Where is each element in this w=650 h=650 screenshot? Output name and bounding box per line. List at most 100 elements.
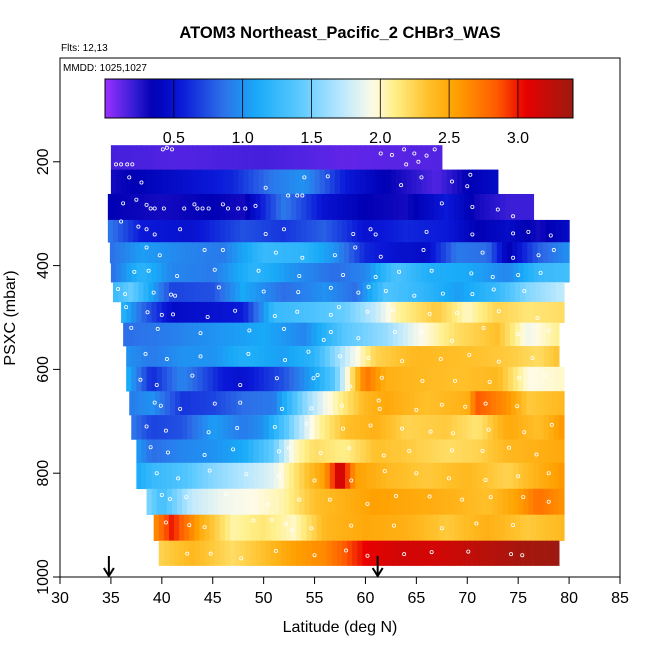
heatmap-cell (209, 219, 216, 243)
sample-point (451, 431, 456, 436)
heatmap-cell (116, 169, 122, 195)
x-tick-label: 55 (306, 590, 324, 607)
heatmap-cell (377, 219, 384, 243)
heatmap-cell (168, 193, 175, 221)
colorbar-tick-label: 2.0 (369, 130, 391, 147)
heatmap-cell (296, 219, 302, 243)
heatmap-cell (434, 391, 441, 416)
chart-title: ATOM3 Northeast_Pacific_2 CHBr3_WAS (179, 24, 500, 42)
heatmap-cell (243, 415, 249, 440)
heatmap-cell (452, 301, 458, 323)
heatmap-cell (525, 193, 531, 221)
sample-point (402, 147, 407, 152)
heatmap-cell (151, 488, 158, 516)
heatmap-cell (151, 415, 158, 440)
heatmap-cell (304, 169, 311, 195)
heatmap-cell (156, 145, 163, 170)
heatmap-cell (329, 366, 336, 392)
heatmap-cell (413, 193, 419, 221)
heatmap-cell (136, 346, 143, 368)
heatmap-cell (345, 301, 351, 323)
heatmap-cell (294, 346, 300, 368)
heatmap-cell (477, 263, 484, 283)
heatmap-cell (324, 439, 331, 464)
heatmap-cell (526, 391, 533, 416)
heatmap-cell (131, 145, 137, 170)
sample-point (154, 471, 159, 476)
heatmap-cell (384, 242, 391, 264)
heatmap-cell (421, 263, 428, 283)
heatmap-cell (265, 322, 272, 347)
heatmap-cell (469, 514, 475, 541)
heatmap-cell (156, 263, 163, 283)
heatmap-cell (416, 439, 423, 464)
heatmap-cell (446, 462, 453, 490)
heatmap-cell (535, 540, 542, 566)
heatmap-cell (219, 219, 226, 243)
heatmap-cell (520, 540, 526, 566)
heatmap-cell (406, 488, 412, 516)
heatmap-cell (403, 540, 409, 566)
heatmap-cell (270, 282, 277, 303)
heatmap-cell (487, 439, 494, 464)
sample-point (152, 400, 157, 405)
heatmap-cell (149, 391, 156, 416)
heatmap-cell (512, 242, 518, 264)
heatmap-cell (504, 322, 511, 347)
heatmap-cell (520, 219, 526, 243)
heatmap-cell (406, 439, 412, 464)
heatmap-cell (126, 263, 132, 283)
heatmap-cell (413, 322, 419, 347)
sample-point (496, 359, 501, 364)
heatmap-cell (161, 366, 168, 392)
heatmap-cell (230, 193, 236, 221)
sample-point (392, 330, 397, 335)
heatmap-cell (153, 322, 160, 347)
heatmap-cell (426, 415, 433, 440)
sample-point (520, 553, 525, 558)
sample-point (225, 206, 230, 211)
heatmap-cell (414, 391, 421, 416)
heatmap-cell (209, 282, 216, 303)
heatmap-cell (385, 263, 392, 283)
heatmap-cell (334, 263, 341, 283)
heatmap-cell (367, 322, 374, 347)
heatmap-cell (304, 145, 311, 170)
heatmap-cell (370, 301, 377, 323)
heatmap-cell (370, 169, 377, 195)
heatmap-cell (294, 263, 300, 283)
heatmap-cell (326, 193, 333, 221)
heatmap-cell (446, 366, 453, 392)
heatmap-cell (518, 439, 524, 464)
heatmap-cell (224, 282, 231, 303)
heatmap-cell (151, 145, 158, 170)
heatmap-cell (179, 282, 185, 303)
heatmap-cell (211, 242, 218, 264)
heatmap-cell (482, 488, 489, 516)
heatmap-cell (416, 263, 423, 283)
heatmap-cell (375, 462, 382, 490)
heatmap-cell (146, 439, 153, 464)
heatmap-cell (515, 219, 521, 243)
heatmap-cell (299, 169, 305, 195)
heatmap-cell (161, 145, 168, 170)
heatmap-cell (182, 439, 188, 464)
sample-point (279, 406, 284, 411)
heatmap-cell (166, 488, 173, 516)
heatmap-cell (477, 488, 484, 516)
heatmap-cell (146, 346, 153, 368)
heatmap-cell (362, 193, 369, 221)
heatmap-cell (133, 322, 139, 347)
heatmap-cell (464, 322, 470, 347)
heatmap-cell (294, 301, 300, 323)
x-tick-label: 30 (51, 590, 69, 607)
sample-point (383, 289, 388, 294)
heatmap-cell (393, 391, 400, 416)
heatmap-cell (492, 263, 499, 283)
sample-point (463, 404, 468, 409)
heatmap-cell (352, 219, 358, 243)
heatmap-cell (538, 488, 545, 516)
heatmap-cell (462, 366, 468, 392)
heatmap-cell (245, 540, 251, 566)
heatmap-cell (209, 193, 216, 221)
